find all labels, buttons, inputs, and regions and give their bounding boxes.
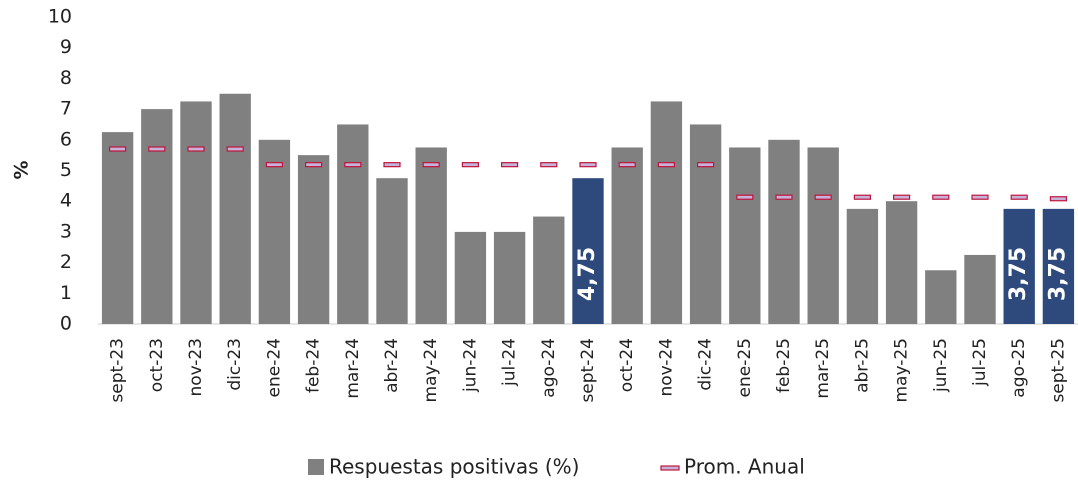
y-tick-label: 7 bbox=[60, 98, 72, 120]
x-tick-label: sept-23 bbox=[108, 338, 128, 403]
bar bbox=[768, 139, 800, 324]
y-tick-label: 4 bbox=[60, 190, 72, 212]
x-tick-label: oct-23 bbox=[147, 338, 167, 392]
legend-label: Prom. Anual bbox=[684, 455, 805, 479]
y-tick-label: 5 bbox=[60, 159, 72, 181]
average-marker bbox=[657, 162, 676, 168]
bar bbox=[611, 147, 643, 324]
bar bbox=[258, 139, 291, 324]
legend-swatch bbox=[660, 465, 680, 471]
x-tick-label: ago-25 bbox=[1009, 338, 1029, 398]
average-marker bbox=[187, 146, 205, 152]
value-label: 3,75 bbox=[1006, 247, 1031, 301]
x-tick-label: jun-24 bbox=[460, 338, 480, 393]
x-tick-label: abr-24 bbox=[382, 338, 402, 393]
bar bbox=[925, 270, 957, 324]
value-label: 4,75 bbox=[575, 247, 600, 301]
average-marker bbox=[971, 194, 989, 200]
bar bbox=[650, 101, 683, 324]
x-tick-label: feb-24 bbox=[304, 338, 324, 393]
x-tick-label: may-24 bbox=[421, 338, 441, 403]
bar bbox=[1003, 208, 1035, 324]
bar bbox=[1042, 208, 1075, 324]
average-marker bbox=[305, 162, 323, 168]
x-tick-label: nov-24 bbox=[656, 338, 676, 397]
bar bbox=[964, 254, 996, 324]
average-marker bbox=[540, 162, 558, 168]
x-tick-label: ene-25 bbox=[735, 338, 755, 397]
bar bbox=[689, 124, 722, 324]
x-tick-label: mar-24 bbox=[343, 338, 363, 399]
x-tick-label: ene-24 bbox=[264, 338, 284, 397]
y-tick-label: 3 bbox=[60, 220, 72, 242]
average-marker bbox=[265, 162, 283, 168]
legend-swatch bbox=[308, 459, 324, 475]
y-tick-label: 9 bbox=[60, 36, 72, 58]
average-marker bbox=[853, 194, 872, 200]
average-marker bbox=[383, 162, 401, 168]
y-tick-label: 2 bbox=[60, 251, 72, 273]
average-marker bbox=[344, 162, 362, 168]
average-marker bbox=[422, 162, 440, 168]
bar bbox=[180, 101, 212, 324]
x-tick-label: oct-24 bbox=[617, 338, 637, 392]
x-tick-label: jul-25 bbox=[970, 338, 990, 387]
bar bbox=[846, 208, 879, 324]
bar bbox=[454, 231, 487, 324]
bar bbox=[376, 178, 408, 324]
bar bbox=[493, 231, 526, 324]
average-marker bbox=[1049, 196, 1068, 202]
bar bbox=[101, 132, 134, 324]
average-marker bbox=[775, 194, 793, 200]
x-tick-label: abr-25 bbox=[852, 338, 872, 393]
average-marker bbox=[696, 162, 715, 168]
x-tick-label: sept-24 bbox=[578, 338, 598, 403]
bar bbox=[729, 147, 761, 324]
average-marker bbox=[892, 194, 911, 200]
average-marker bbox=[148, 146, 166, 152]
y-tick-label: 8 bbox=[60, 67, 72, 89]
bar bbox=[141, 109, 173, 324]
x-tick-label: feb-25 bbox=[774, 338, 794, 393]
average-marker bbox=[461, 162, 479, 168]
average-marker bbox=[579, 162, 597, 168]
y-tick-label: 1 bbox=[60, 282, 72, 304]
x-tick-label: jun-25 bbox=[931, 338, 951, 393]
average-marker bbox=[736, 194, 754, 200]
average-marker bbox=[501, 162, 519, 168]
average-marker bbox=[1010, 194, 1028, 200]
average-marker bbox=[618, 162, 636, 168]
x-tick-label: jul-24 bbox=[500, 338, 520, 387]
average-marker bbox=[108, 146, 127, 152]
y-tick-label: 0 bbox=[60, 313, 72, 335]
bar bbox=[572, 178, 604, 324]
x-tick-label: dic-24 bbox=[696, 338, 716, 391]
x-tick-label: mar-25 bbox=[813, 338, 833, 399]
x-tick-label: ago-24 bbox=[539, 338, 559, 398]
bar bbox=[337, 124, 369, 324]
value-label: 3,75 bbox=[1045, 247, 1070, 301]
bar bbox=[219, 93, 251, 324]
average-marker bbox=[814, 194, 832, 200]
bar bbox=[885, 201, 918, 324]
bar bbox=[415, 147, 447, 324]
average-marker bbox=[226, 146, 244, 152]
bar bbox=[533, 216, 565, 324]
x-tick-label: dic-23 bbox=[225, 338, 245, 391]
average-marker bbox=[932, 194, 950, 200]
y-tick-label: 6 bbox=[60, 128, 72, 150]
y-axis-label: % bbox=[11, 160, 33, 179]
legend-label: Respuestas positivas (%) bbox=[329, 455, 579, 479]
bar bbox=[807, 147, 839, 324]
y-tick-label: 10 bbox=[48, 6, 72, 28]
bar bbox=[297, 155, 330, 324]
x-tick-label: sept-25 bbox=[1048, 338, 1068, 403]
x-tick-label: may-25 bbox=[892, 338, 912, 403]
x-tick-label: nov-23 bbox=[186, 338, 206, 397]
